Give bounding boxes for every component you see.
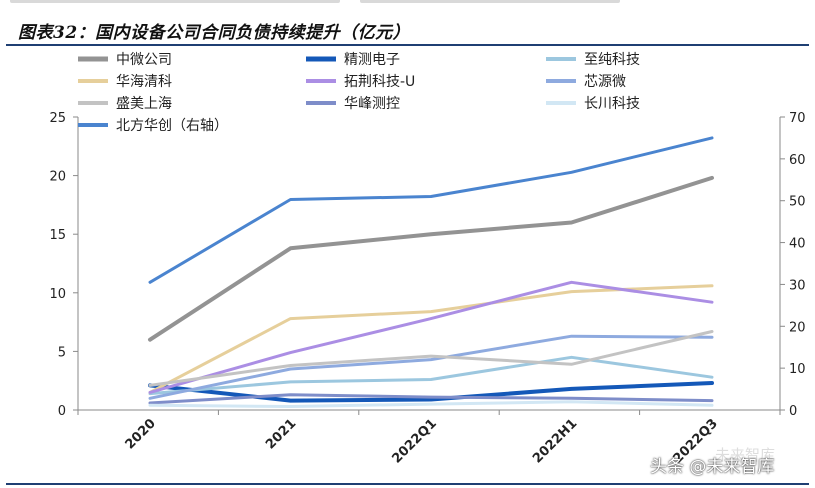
series-line	[148, 381, 714, 403]
figure-title: 图表32：国内设备公司合同负债持续提升（亿元）	[18, 23, 411, 43]
right-tick-label: 50	[789, 195, 806, 210]
left-tick-label: 5	[58, 345, 66, 360]
x-tick-label: 2022H1	[530, 416, 580, 466]
right-tick-label: 40	[789, 237, 806, 252]
series-line	[148, 334, 714, 400]
series-line	[148, 136, 714, 284]
series-line	[148, 284, 714, 394]
legend-label: 中微公司	[116, 52, 172, 68]
legend-label: 至纯科技	[584, 52, 640, 68]
left-tick-label: 15	[49, 228, 66, 243]
left-tick-label: 20	[49, 170, 66, 185]
right-tick-label: 60	[789, 153, 806, 168]
legend-label: 北方华创（右轴）	[116, 118, 228, 134]
series-line	[148, 175, 714, 342]
series-line	[148, 330, 714, 387]
watermark: 头条 @未来智库	[650, 457, 775, 477]
figure-title-bar: 图表32：国内设备公司合同负债持续提升（亿元）	[6, 14, 809, 46]
cropped-top-text-strip	[0, 0, 815, 12]
series-layer	[148, 136, 714, 408]
right-tick-label: 20	[789, 320, 806, 335]
left-tick-label: 10	[49, 287, 66, 302]
legend-label: 盛美上海	[116, 96, 172, 112]
legend-label: 华峰测控	[344, 96, 400, 112]
legend-label: 精测电子	[344, 52, 400, 68]
right-tick-label: 0	[789, 404, 797, 419]
right-tick-label: 30	[789, 278, 806, 293]
legend-label: 长川科技	[584, 96, 640, 112]
right-tick-label: 70	[789, 111, 806, 126]
legend-label: 芯源微	[584, 74, 626, 90]
legend-label: 拓荆科技-U	[344, 74, 415, 90]
bottom-rule	[6, 483, 809, 485]
left-tick-label: 0	[58, 404, 66, 419]
x-tick-label: 2020	[123, 416, 159, 452]
watermark-logo: 未来智库	[715, 446, 776, 464]
axes-layer: 0 5 10 15 20 25 0 10 20 30 40 50 60 70 2020 2021 2022Q1 2…	[49, 111, 805, 467]
x-tick-label: 2022Q1	[389, 416, 439, 466]
left-tick-label: 25	[49, 111, 66, 126]
right-tick-label: 10	[789, 362, 806, 377]
series-line	[148, 355, 714, 396]
series-line	[148, 393, 714, 405]
series-line	[148, 400, 714, 408]
series-line	[148, 280, 714, 394]
legend-label: 华海清科	[116, 74, 172, 90]
x-tick-label: 2021	[263, 416, 299, 452]
